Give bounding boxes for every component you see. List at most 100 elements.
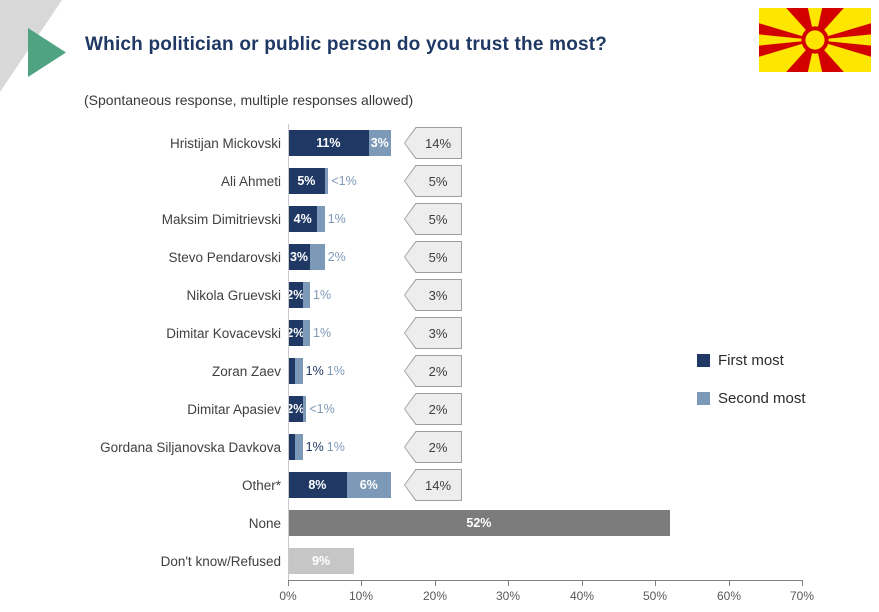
bar-track: 5% <1% 5% — [288, 162, 828, 200]
axis-tick-label: 70% — [789, 589, 815, 603]
bar-track: 9% — [288, 542, 828, 580]
bar-segment-first: 8% — [288, 472, 347, 498]
total-callout: 3% — [404, 279, 462, 311]
chart-row: Maksim Dimitrievski 4% 1% 5% — [0, 200, 879, 238]
category-label: Other* — [241, 477, 281, 493]
category-label: Dimitar Kovacevski — [166, 325, 281, 341]
chart-row: Stevo Pendarovski 3% 2% 5% — [0, 238, 879, 276]
axis-tick-label: 0% — [279, 589, 297, 603]
outside-data-labels: 1% — [313, 282, 331, 308]
data-label: <1% — [331, 174, 357, 188]
data-label: 2% — [286, 402, 305, 416]
bar-segment-first — [288, 434, 296, 460]
total-callout-shape: 3% — [405, 280, 461, 310]
data-label: 1% — [313, 288, 332, 302]
bar-segment-first: 2% — [286, 282, 305, 308]
green-triangle-icon — [28, 28, 66, 77]
bar-segment-first: 4% — [288, 206, 318, 232]
data-label: 2% — [286, 326, 305, 340]
total-value: 5% — [428, 211, 448, 227]
bar-segment-second: 3% — [368, 130, 391, 156]
bar-track: 52% — [288, 504, 828, 542]
category-axis-line — [288, 124, 289, 580]
outside-data-labels: 1% — [313, 320, 331, 346]
x-axis: 0% 10% 20% 30% 40% 50% 60% 70% — [279, 580, 814, 604]
bar-track: 1% 1% 2% — [288, 352, 828, 390]
bar-segment-first — [288, 358, 296, 384]
category-label: Nikola Gruevski — [186, 287, 281, 303]
category-label: None — [248, 515, 281, 531]
data-label: 8% — [308, 478, 327, 492]
total-callout: 5% — [404, 241, 462, 273]
chart-row: Hristijan Mickovski 11% 3% 14% — [0, 124, 879, 162]
axis-tick — [435, 581, 436, 586]
data-label: 1% — [305, 364, 324, 378]
category-label: Hristijan Mickovski — [169, 135, 281, 151]
bar-track: 8% 6% 14% — [288, 466, 828, 504]
total-callout: 3% — [404, 317, 462, 349]
axis-tick-label: 40% — [569, 589, 595, 603]
data-label: 6% — [359, 478, 378, 492]
bar-track: 2% 1% 3% — [286, 276, 828, 314]
total-callout-shape: 2% — [405, 356, 461, 386]
category-label: Don't know/Refused — [160, 553, 281, 569]
total-callout-shape: 14% — [405, 470, 461, 500]
total-value: 5% — [428, 173, 448, 189]
chart-row: Zoran Zaev 1% 1% 2% — [0, 352, 879, 390]
legend-label: Second most — [718, 390, 806, 407]
bar-segment-dk: 9% — [288, 548, 355, 574]
bar-track: 4% 1% 5% — [288, 200, 828, 238]
bar-segment-first: 11% — [288, 130, 369, 156]
data-label: 5% — [297, 174, 316, 188]
data-label: 2% — [286, 288, 305, 302]
total-value: 2% — [428, 363, 448, 379]
bar-segment-second: 6% — [346, 472, 391, 498]
outside-data-labels: 2% — [328, 244, 346, 270]
bar-track: 2% <1% 2% — [286, 390, 828, 428]
chart-row: Ali Ahmeti 5% <1% 5% — [0, 162, 879, 200]
axis-tick — [508, 581, 509, 586]
category-label: Dimitar Apasiev — [187, 401, 281, 417]
data-label: 4% — [293, 212, 312, 226]
data-label: 1% — [326, 440, 345, 454]
outside-data-labels: 1% 1% — [306, 434, 345, 460]
bar-segment-second — [310, 244, 325, 270]
page-subtitle: (Spontaneous response, multiple response… — [84, 92, 414, 108]
total-value: 3% — [428, 287, 448, 303]
axis-tick — [582, 581, 583, 586]
bar-segment-first: 3% — [288, 244, 311, 270]
data-label: 1% — [305, 440, 324, 454]
bar-segment-first: 2% — [286, 396, 305, 422]
bar-track: 1% 1% 2% — [288, 428, 828, 466]
chart-row: Dimitar Kovacevski 2% 1% 3% — [0, 314, 879, 352]
total-callout-shape: 3% — [405, 318, 461, 348]
axis-tick — [729, 581, 730, 586]
data-label: <1% — [309, 402, 335, 416]
axis-tick-label: 60% — [716, 589, 742, 603]
total-callout-shape: 5% — [405, 242, 461, 272]
category-label: Stevo Pendarovski — [168, 249, 281, 265]
total-value: 14% — [424, 477, 452, 493]
total-callout-shape: 2% — [405, 394, 461, 424]
total-callout: 14% — [404, 127, 462, 159]
bar-segment-second — [302, 320, 310, 346]
data-label: 1% — [327, 212, 346, 226]
category-label: Zoran Zaev — [211, 363, 281, 379]
axis-tick-label: 10% — [348, 589, 374, 603]
axis-tick-label: 50% — [642, 589, 668, 603]
bar-segment-first: 5% — [288, 168, 325, 194]
outside-data-labels: 1% 1% — [306, 358, 345, 384]
axis-tick-label: 20% — [422, 589, 448, 603]
bar-track: 11% 3% 14% — [288, 124, 828, 162]
chart-row: Nikola Gruevski 2% 1% 3% — [0, 276, 879, 314]
legend: First most Second most — [697, 352, 806, 428]
chart-row: Gordana Siljanovska Davkova 1% 1% 2% — [0, 428, 879, 466]
bar-track: 3% 2% 5% — [288, 238, 828, 276]
total-callout-shape: 5% — [405, 204, 461, 234]
category-label: Gordana Siljanovska Davkova — [100, 439, 281, 455]
bar-segment-first: 2% — [286, 320, 305, 346]
total-value: 2% — [428, 401, 448, 417]
bar-segment-second — [302, 396, 307, 422]
chart-rows: Hristijan Mickovski 11% 3% 14% Ali Ahmeti 5% <… — [0, 124, 879, 580]
